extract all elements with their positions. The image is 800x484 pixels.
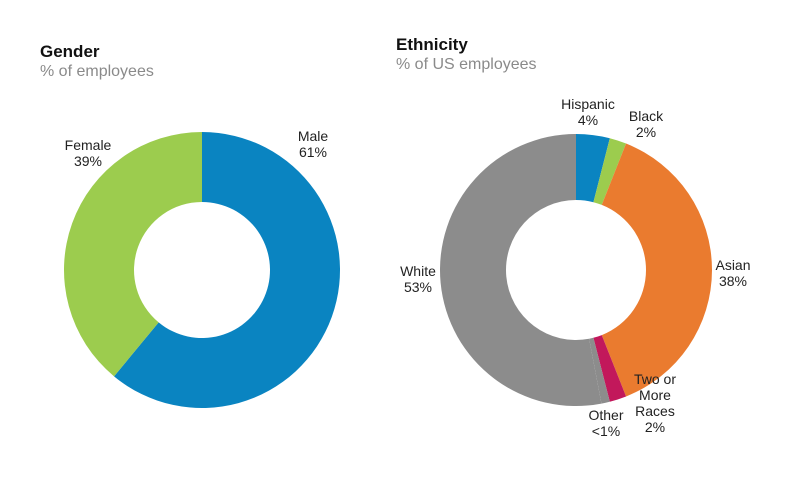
ethnicity-label-other: Other <1% (588, 407, 623, 439)
gender-chart-title: Gender (40, 42, 100, 61)
gender-chart: Gender % of employees Male 61% Female 39% (0, 0, 370, 484)
gender-label-male: Male 61% (298, 128, 329, 160)
ethnicity-chart-title: Ethnicity (396, 35, 468, 54)
ethnicity-label-asian: Asian 38% (715, 257, 750, 289)
ethnicity-donut: Hispanic 4% Black 2% Asian 38% Two or More Races… (400, 96, 750, 439)
ethnicity-label-hispanic: Hispanic 4% (561, 96, 615, 128)
ethnicity-slice-other (589, 337, 610, 404)
ethnicity-label-black: Black 2% (629, 108, 664, 140)
gender-label-female: Female 39% (65, 137, 112, 169)
ethnicity-slice-black (593, 138, 627, 205)
ethnicity-chart-subtitle: % of US employees (396, 56, 537, 73)
ethnicity-label-two-or-more-races: Two or More Races 2% (634, 371, 676, 435)
ethnicity-slice-two-or-more-races (593, 335, 627, 402)
ethnicity-slice-hispanic (576, 134, 610, 203)
ethnicity-slice-asian (601, 143, 712, 397)
gender-slice-female (64, 132, 202, 377)
ethnicity-label-white: White 53% (400, 263, 436, 295)
gender-chart-subtitle: % of employees (40, 63, 154, 80)
gender-slice-male (114, 132, 340, 408)
gender-donut: Male 61% Female 39% (64, 128, 340, 408)
ethnicity-slice-white (439, 134, 602, 406)
ethnicity-chart: Ethnicity % of US employees Hispanic 4% Bl… (370, 0, 800, 484)
